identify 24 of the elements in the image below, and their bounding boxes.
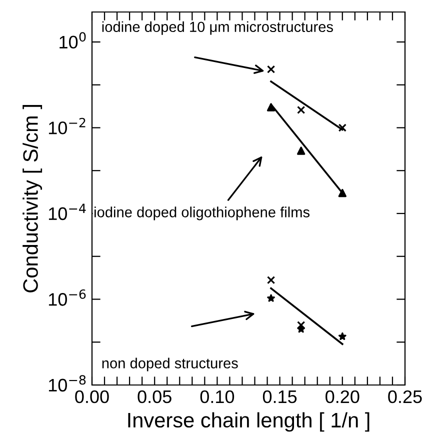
x-tick-label: 0.25 — [388, 390, 422, 404]
x-tick-label: 0.15 — [262, 390, 297, 404]
annotation: iodine doped 10 μm microstructures — [102, 21, 333, 35]
annotation: non doped structures — [102, 358, 238, 372]
point — [338, 332, 346, 340]
y-axis-title: Conductivity [ S/cm ] — [22, 105, 42, 292]
point — [297, 325, 306, 333]
point — [267, 294, 275, 302]
x-tick-label: 0.00 — [75, 390, 109, 404]
y-tick-label: 10$^{−6}$ — [48, 289, 86, 306]
x-tick-label: 0.10 — [200, 390, 234, 404]
y-tick-label: 10$^{−2}$ — [48, 118, 86, 134]
point — [296, 106, 306, 114]
point — [338, 188, 346, 198]
y-tick-label: 10$^{−4}$ — [48, 204, 86, 220]
point — [266, 276, 276, 284]
point — [266, 103, 276, 112]
x-tick-label: 0.05 — [138, 390, 172, 404]
x-axis-title: Inverse chain length [ 1/n ] — [128, 412, 370, 432]
y-tick-label: 10$^{0}$ — [60, 32, 86, 49]
annotation: iodine doped oligothiophene films — [94, 206, 310, 220]
x-tick-label: 0.20 — [326, 390, 360, 404]
point — [296, 146, 306, 155]
point — [266, 65, 276, 74]
